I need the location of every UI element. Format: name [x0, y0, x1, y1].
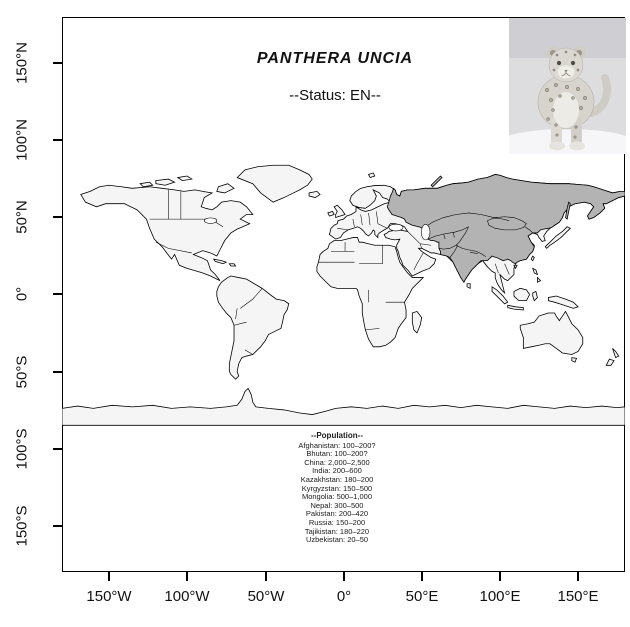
leopard-chest: [553, 92, 579, 128]
y-axis-tick: [53, 62, 62, 64]
x-axis-tick: [186, 572, 188, 581]
caspian-sea: [421, 224, 430, 239]
x-axis-tick: [343, 572, 345, 581]
legend-entry: Tajikistan: 180–220: [304, 526, 370, 536]
snow-ground: [509, 129, 626, 154]
legend-entry: Russia: 150–200: [308, 517, 366, 527]
legend-entry: Uzbekistan: 20–50: [305, 535, 369, 545]
leopard-spots: [545, 50, 587, 139]
x-axis-label: 50°W: [247, 588, 285, 605]
range-country-borders: [423, 213, 532, 258]
legend-title: --Population--: [311, 431, 363, 440]
x-axis-tick: [108, 572, 110, 581]
species-title: PANTHERA UNCIA: [256, 50, 414, 67]
y-axis-tick: [53, 293, 62, 295]
leopard-nose: [564, 70, 568, 73]
x-axis-tick: [499, 572, 501, 581]
y-axis-label: 150°N: [13, 42, 31, 84]
leopard-eye: [570, 60, 576, 66]
legend-entry: Nepal: 300–500: [310, 500, 364, 510]
country-borders: [150, 190, 510, 355]
x-axis-tick: [577, 572, 579, 581]
leopard-tail: [587, 74, 612, 117]
leopard-mouth: [561, 72, 571, 77]
x-axis-tick: [265, 572, 267, 581]
legend-entry: Pakistan: 200–420: [305, 509, 369, 519]
inland-waters: [204, 218, 430, 240]
y-axis-label: 100°N: [13, 119, 31, 161]
population-legend: --Population-- Afghanistan: 100–200? Bhu…: [298, 431, 376, 545]
legend-entry: China: 2,000–2,500: [304, 457, 370, 467]
legend-entry: Kyrgyzstan: 150–500: [301, 483, 373, 493]
y-axis-tick: [53, 525, 62, 527]
x-axis-tick: [421, 572, 423, 581]
legend-entry: India: 200–600: [312, 466, 362, 476]
x-axis-label: 150°W: [86, 588, 132, 605]
snow-leopard-figure: [537, 46, 612, 151]
y-axis-label: 50°N: [13, 200, 31, 234]
leopard-paw: [549, 141, 565, 151]
y-axis-tick: [53, 216, 62, 218]
y-axis-label: 0°: [13, 286, 31, 302]
x-axis-label: 0°: [336, 588, 352, 605]
snow-leopard-range: [387, 174, 625, 282]
y-axis-label: 100°S: [13, 428, 31, 470]
y-axis-label: 50°S: [13, 355, 31, 389]
x-axis-label: 100°E: [479, 588, 521, 605]
great-lakes: [204, 218, 217, 224]
legend-entry: Afghanistan: 100–200?: [298, 440, 376, 450]
x-axis-label: 50°E: [405, 588, 439, 605]
x-axis-label: 100°W: [164, 588, 210, 605]
legend-entry: Bhutan: 100–200?: [306, 449, 368, 459]
y-axis-tick: [53, 139, 62, 141]
y-axis-label: 150°S: [13, 505, 31, 547]
legend-entry: Mongolia: 500–1,000: [301, 492, 373, 502]
status-subtitle: --Status: EN--: [289, 87, 381, 104]
leopard-head: [548, 47, 584, 83]
legend-entry: Kazakhstan: 180–200: [300, 474, 374, 484]
x-axis-label: 150°E: [557, 588, 599, 605]
world-map: [62, 156, 625, 433]
leopard-eye: [556, 60, 562, 66]
snow-leopard-photo: [509, 18, 626, 154]
black-sea: [389, 224, 403, 231]
y-axis-tick: [53, 371, 62, 373]
y-axis-tick: [53, 448, 62, 450]
leopard-paw: [569, 141, 585, 151]
